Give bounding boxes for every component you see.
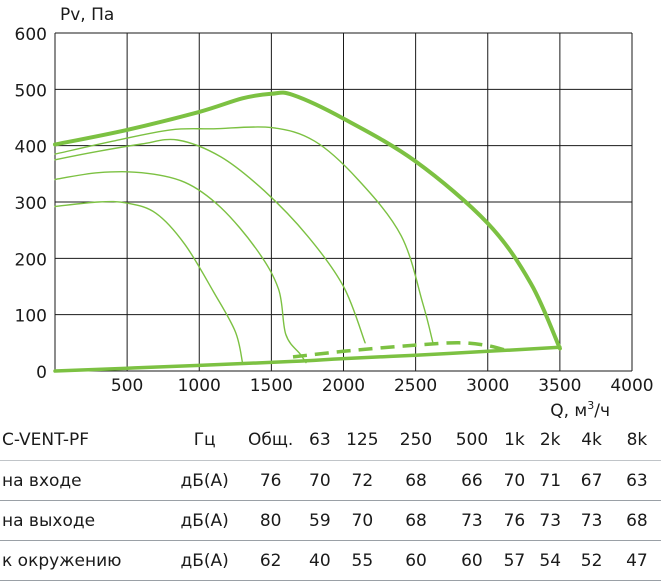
table-header-cell: 125 [337,420,387,461]
row-unit: дБ(А) [170,540,240,581]
table-cell: 63 [612,460,661,501]
x-tick-label: 2000 [322,376,365,396]
row-unit: дБ(А) [170,460,240,501]
x-tick-label: 4000 [610,376,653,396]
y-tick-label: 600 [15,25,47,45]
table-header-cell: 63 [301,420,338,461]
table-cell: 73 [570,500,613,541]
table-cell: 72 [337,460,387,501]
speed-curve-1 [54,126,434,344]
x-axis-ticks: 500 1000 1500 2000 2500 3000 3500 4000 [111,376,654,396]
table-row: на входе дБ(А) 76 70 72 68 66 70 71 67 63 [0,460,661,501]
table-cell: 68 [612,500,661,541]
x-tick-label: 3500 [538,376,581,396]
table-cell: 62 [239,540,302,581]
table-cell: 68 [386,500,446,541]
speed-curve-4 [54,200,244,364]
table-header-cell: 1k [498,420,531,461]
table-header-cell: C-VENT-PF [0,420,170,461]
table-cell: 70 [498,460,531,501]
table-cell: 76 [498,500,531,541]
table-cell: 71 [530,460,571,501]
x-tick-label: 500 [111,376,143,396]
row-unit: дБ(А) [170,500,240,541]
table-row: к окружению дБ(А) 62 40 55 60 60 57 54 52 47 [0,540,661,581]
y-axis-ticks: 0 100 200 300 400 500 600 [15,25,47,383]
table-header-cell: 500 [445,420,499,461]
table-header-row: C-VENT-PF Гц Общ. 63 125 250 500 1k 2k 4k 8k [0,420,661,461]
noise-level-table: C-VENT-PF Гц Общ. 63 125 250 500 1k 2k 4k 8k на вхо… [0,420,661,581]
x-tick-label: 1500 [250,376,293,396]
table-cell: 55 [337,540,387,581]
x-tick-label: 1000 [178,376,221,396]
table-cell: 67 [570,460,613,501]
y-tick-label: 500 [15,81,47,101]
table-row: на выходе дБ(А) 80 59 70 68 73 76 73 73 68 [0,500,661,541]
table-cell: 59 [301,500,338,541]
table-cell: 73 [530,500,571,541]
y-tick-label: 400 [15,138,47,158]
max-speed-curve [53,90,562,351]
table-header-cell: Общ. [239,420,302,461]
table-cell: 57 [498,540,531,581]
x-tick-label: 2500 [394,376,437,396]
table-cell: 60 [445,540,499,581]
table-cell: 66 [445,460,499,501]
chart-curves [53,90,562,373]
table-cell: 76 [239,460,302,501]
row-label: на выходе [0,500,170,541]
dashed-curve [292,341,510,359]
table-header-cell: 250 [386,420,446,461]
system-curve [53,345,562,373]
table-cell: 54 [530,540,571,581]
table-cell: 47 [612,540,661,581]
fan-performance-chart: 0 100 200 300 400 500 600 500 1000 1500 2000 2500 3… [15,5,654,420]
table-cell: 73 [445,500,499,541]
table-cell: 80 [239,500,302,541]
table-header-cell: Гц [170,420,240,461]
row-label: на входе [0,460,170,501]
table-cell: 68 [386,460,446,501]
y-tick-label: 0 [36,363,47,383]
speed-curve-2 [54,138,366,344]
x-tick-label: 3000 [466,376,509,396]
table-cell: 70 [301,460,338,501]
y-tick-label: 100 [15,307,47,327]
table-header-cell: 4k [570,420,613,461]
row-label: к окружению [0,540,170,581]
table-cell: 60 [386,540,446,581]
y-tick-label: 300 [15,194,47,214]
table-cell: 70 [337,500,387,541]
table-cell: 52 [570,540,613,581]
table-header-cell: 2k [530,420,571,461]
speed-curve-3 [54,170,307,364]
chart-grid [54,32,633,372]
table-cell: 40 [301,540,338,581]
table-header-cell: 8k [612,420,661,461]
x-axis-label: Q, м3/ч [550,399,610,420]
y-axis-label: Pv, Па [60,5,114,25]
y-tick-label: 200 [15,250,47,270]
